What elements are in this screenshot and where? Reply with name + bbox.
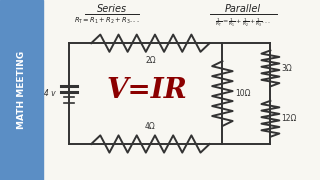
Text: $\frac{1}{R_{\rm T}}=\frac{1}{R_1}+\frac{1}{R_2}+\frac{1}{R_3}...$: $\frac{1}{R_{\rm T}}=\frac{1}{R_1}+\frac… — [215, 16, 271, 29]
Text: 10Ω: 10Ω — [235, 89, 251, 98]
Text: 12Ω: 12Ω — [282, 114, 297, 123]
Bar — [0, 0, 43, 180]
Text: 24 v: 24 v — [39, 89, 56, 98]
Text: 2Ω: 2Ω — [145, 56, 156, 65]
Text: MATH MEETING: MATH MEETING — [17, 51, 26, 129]
Text: V=IR: V=IR — [107, 76, 188, 104]
Text: 4Ω: 4Ω — [145, 122, 156, 131]
Text: Series: Series — [97, 4, 127, 15]
Text: $R_{\rm T}=R_1+R_2+R_3...$: $R_{\rm T}=R_1+R_2+R_3...$ — [75, 16, 140, 26]
Text: 3Ω: 3Ω — [282, 64, 292, 73]
Text: Parallel: Parallel — [225, 4, 261, 15]
